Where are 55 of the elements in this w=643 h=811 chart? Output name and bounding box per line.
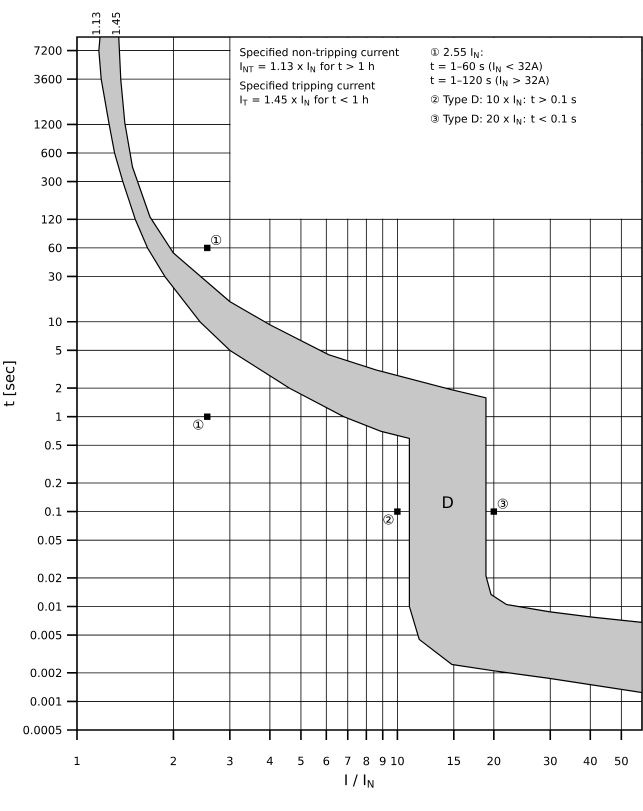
x-axis-title: I / I$_{N}$ <box>345 774 374 788</box>
y-tick-label: 1 <box>56 412 62 421</box>
x-tick-label: 1 <box>74 756 80 765</box>
series-label: D <box>443 496 453 508</box>
annotation: I$_{NT}$ = 1.13 x I$_{N}$ for t > 1 h <box>240 62 374 72</box>
y-tick-label: 0.01 <box>38 602 62 611</box>
annotation: ① <box>211 234 222 245</box>
y-tick-label: 5 <box>56 346 62 355</box>
y-tick-label: 0.0005 <box>23 726 62 734</box>
annotation: 1.13 <box>92 12 100 34</box>
y-tick-label: 0.2 <box>45 478 62 488</box>
y-tick-label: 1200 <box>34 120 62 129</box>
x-tick-label: 40 <box>584 756 597 766</box>
y-tick-label: 3600 <box>34 74 62 84</box>
x-tick-label: 50 <box>615 756 628 766</box>
x-tick-label: 4 <box>266 756 273 765</box>
y-tick-label: 60 <box>48 244 62 252</box>
y-axis-title: t [sec] <box>3 361 16 406</box>
y-tick-label: 10 <box>49 317 62 326</box>
x-tick-label: 2 <box>170 756 176 766</box>
x-tick-label: 8 <box>364 756 370 766</box>
x-tick-label: 7 <box>345 756 350 765</box>
annotation: ③ Type D: 20 x I$_{N}$: t < 0.1 s <box>430 114 576 125</box>
x-tick-label: 3 <box>227 756 233 766</box>
y-tick-label: 30 <box>48 272 62 281</box>
annotation: ② Type D: 10 x I$_{N}$: t > 0.1 s <box>430 95 576 106</box>
annotation: t = 1–120 s (I$_{N}$ > 32A) <box>430 76 549 86</box>
y-tick-label: 0.1 <box>45 507 62 516</box>
x-tick-label: 5 <box>298 756 304 766</box>
x-tick-label: 9 <box>380 756 386 766</box>
y-tick-label: 0.02 <box>38 574 62 582</box>
y-tick-label: 7200 <box>34 46 62 55</box>
y-tick-label: 600 <box>41 148 62 158</box>
y-tick-label: 2 <box>56 384 62 392</box>
annotation: I$_{T}$ = 1.45 x I$_{N}$ for t < 1 h <box>240 95 368 106</box>
y-tick-label: 0.005 <box>30 630 62 640</box>
x-tick-label: 10 <box>391 756 404 766</box>
annotation: ③ <box>498 498 508 509</box>
y-tick-label: 0.05 <box>38 536 62 544</box>
annotation: ① <box>193 420 204 430</box>
annotation: 1.45 <box>112 12 120 34</box>
y-tick-label: 0.001 <box>30 697 62 706</box>
y-tick-label: 0.002 <box>30 668 62 678</box>
y-tick-label: 300 <box>42 177 62 186</box>
annotation: Specified tripping current <box>240 81 376 92</box>
y-tick-label: 0.5 <box>45 440 62 450</box>
annotation: ① 2.55 I$_{N}$: <box>430 48 482 58</box>
x-tick-label: 15 <box>448 756 460 766</box>
annotation: ② <box>383 514 394 524</box>
x-tick-label: 30 <box>544 756 557 766</box>
x-tick-label: 20 <box>487 756 500 766</box>
x-tick-label: 6 <box>324 756 330 766</box>
annotation: t = 1–60 s (I$_{N}$ < 32A) <box>430 62 542 72</box>
annotation: Specified non-tripping current <box>240 48 399 58</box>
y-tick-label: 120 <box>42 215 62 224</box>
